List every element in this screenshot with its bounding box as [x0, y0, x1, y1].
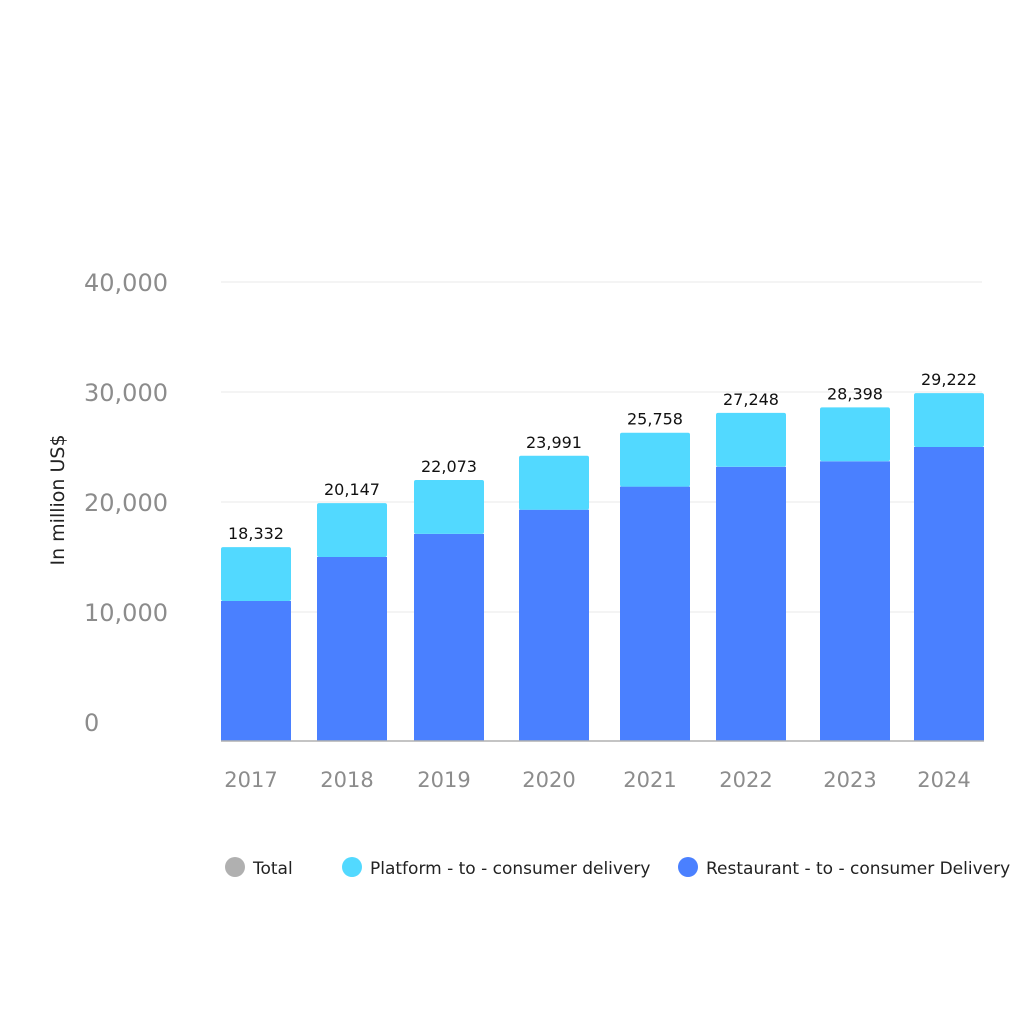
x-tick-label: 2017	[224, 768, 277, 792]
bar-segment-restaurant	[414, 533, 484, 741]
total-data-label: 23,991	[526, 433, 582, 452]
total-data-label: 27,248	[723, 390, 779, 409]
total-data-label: 29,222	[921, 370, 977, 389]
x-tick-label: 2022	[719, 768, 772, 792]
bar-segment-restaurant	[221, 601, 291, 741]
bar-segment-restaurant	[317, 557, 387, 741]
x-tick-label: 2021	[623, 768, 676, 792]
y-tick-label: 20,000	[84, 489, 168, 517]
bar-segment-restaurant	[914, 447, 984, 741]
legend-label: Restaurant - to - consumer Delivery	[706, 859, 1010, 879]
bar-segment-platform	[221, 547, 291, 601]
legend-label: Platform - to - consumer delivery	[370, 859, 650, 879]
legend-label: Total	[252, 859, 293, 879]
y-tick-label: 0	[84, 709, 99, 737]
total-data-label: 25,758	[627, 410, 683, 429]
x-tick-label: 2024	[917, 768, 970, 792]
total-data-label: 28,398	[827, 384, 883, 403]
bar-segment-platform	[716, 412, 786, 467]
bar-segment-platform	[620, 432, 690, 487]
y-tick-label: 30,000	[84, 379, 168, 407]
legend-marker	[678, 857, 698, 877]
total-data-label: 20,147	[324, 480, 380, 499]
y-axis-label: In million US$	[47, 434, 69, 565]
y-tick-label: 40,000	[84, 269, 168, 297]
x-tick-label: 2020	[522, 768, 575, 792]
bar-segment-platform	[317, 503, 387, 557]
x-tick-label: 2023	[823, 768, 876, 792]
x-tick-label: 2018	[320, 768, 373, 792]
bar-segment-restaurant	[820, 461, 890, 741]
x-tick-label: 2019	[417, 768, 470, 792]
bar-segment-restaurant	[519, 509, 589, 741]
legend-marker	[342, 857, 362, 877]
total-data-label: 18,332	[228, 524, 284, 543]
bar-segment-restaurant	[620, 486, 690, 741]
bar-segment-platform	[820, 407, 890, 462]
bar-segment-platform	[914, 393, 984, 447]
bar-segment-platform	[519, 455, 589, 510]
total-data-label: 22,073	[421, 457, 477, 476]
y-tick-label: 10,000	[84, 599, 168, 627]
bar-segment-restaurant	[716, 466, 786, 741]
bar-segment-platform	[414, 480, 484, 534]
legend-marker	[225, 857, 245, 877]
